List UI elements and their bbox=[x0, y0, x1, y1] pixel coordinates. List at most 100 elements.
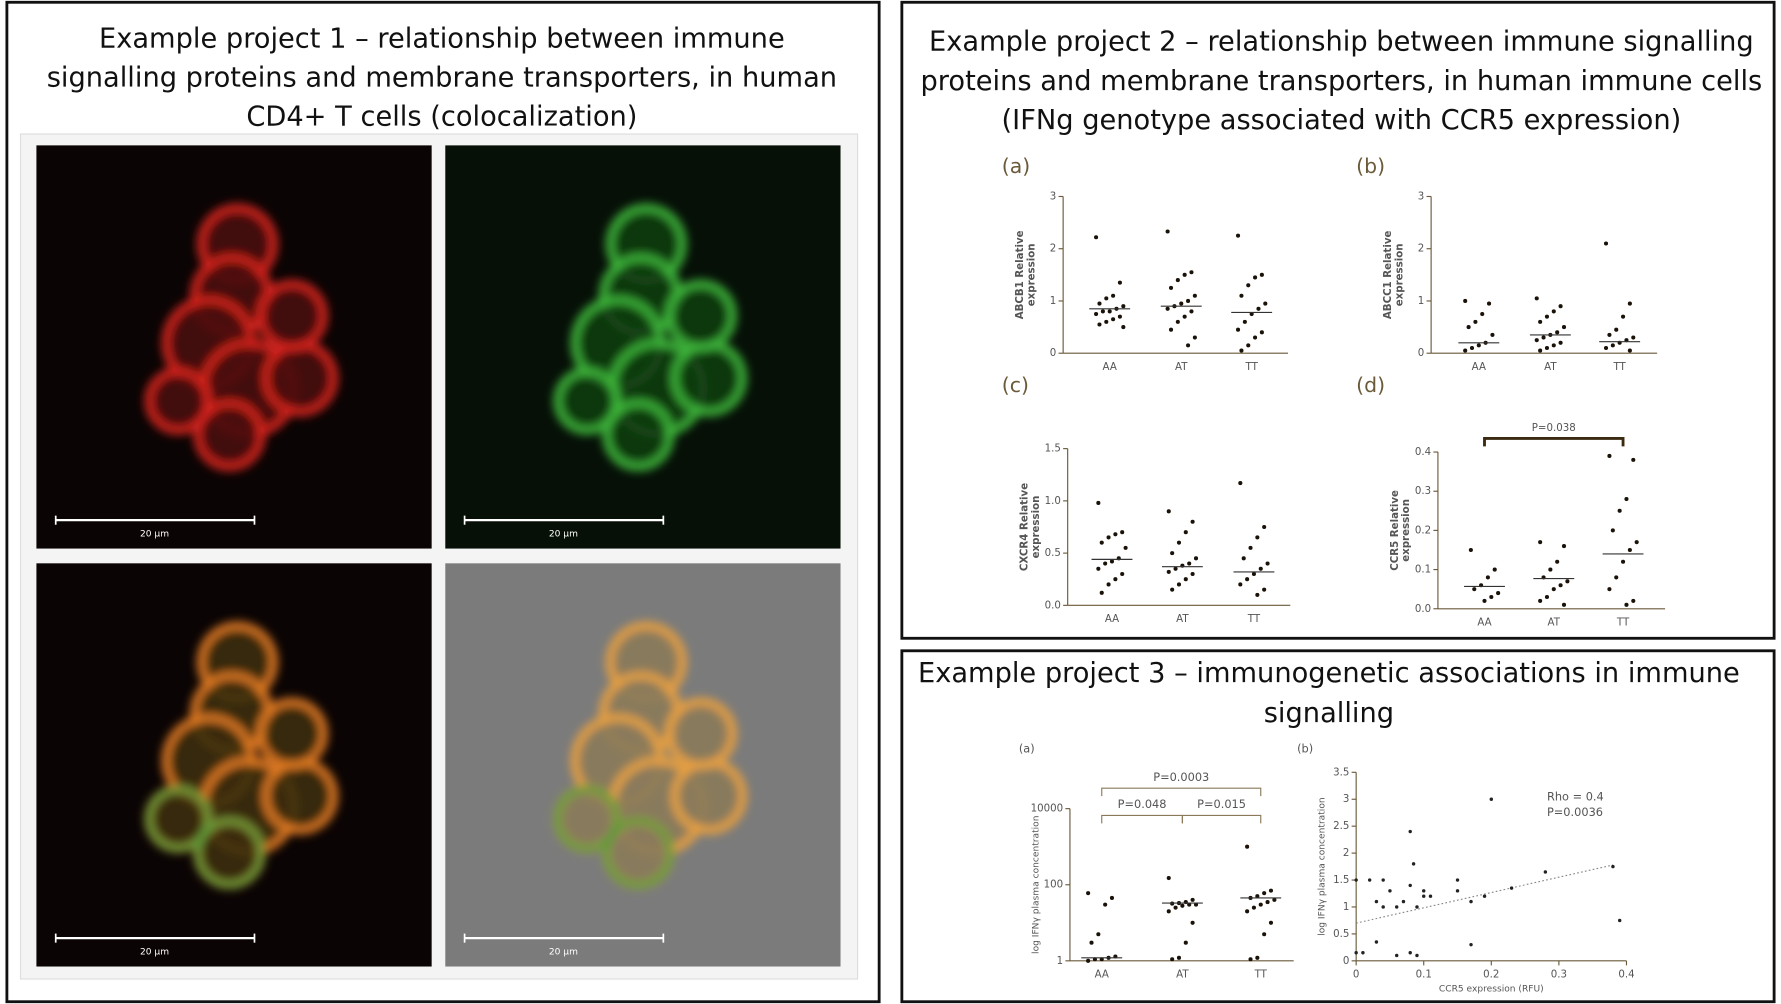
data-point bbox=[1374, 899, 1379, 904]
data-point bbox=[1401, 899, 1406, 904]
y-tick-label: 0.5 bbox=[1333, 929, 1349, 940]
data-point bbox=[1408, 951, 1412, 955]
data-point bbox=[1189, 309, 1194, 314]
x-tick-label: TT bbox=[1247, 614, 1261, 625]
y-axis-label: ABCC1 Relative bbox=[1383, 231, 1394, 320]
x-tick-label: AA bbox=[1103, 362, 1117, 373]
panel-title: Example project 3 – immunogenetic associ… bbox=[918, 658, 1740, 689]
data-point bbox=[1561, 325, 1567, 330]
data-point bbox=[1614, 327, 1619, 332]
data-point bbox=[1492, 567, 1497, 572]
y-tick-label: 1.0 bbox=[1045, 496, 1061, 507]
data-point bbox=[1509, 886, 1514, 890]
data-point bbox=[1189, 270, 1194, 275]
data-point bbox=[1610, 343, 1615, 348]
x-tick-label: TT bbox=[1245, 362, 1259, 373]
y-tick-label: 3 bbox=[1343, 794, 1350, 805]
data-point bbox=[1094, 235, 1099, 240]
data-point bbox=[1120, 571, 1125, 577]
data-point bbox=[1173, 905, 1178, 910]
data-point bbox=[1603, 241, 1609, 246]
data-point bbox=[1555, 559, 1560, 564]
data-point bbox=[1482, 894, 1487, 898]
panel-label: (b) bbox=[1297, 742, 1313, 756]
y-tick-label: 0.0 bbox=[1045, 600, 1061, 611]
data-point bbox=[1631, 598, 1636, 603]
data-point bbox=[1463, 348, 1468, 353]
data-point bbox=[1192, 293, 1197, 298]
y-axis-label: CCR5 Relative bbox=[1390, 490, 1401, 571]
data-point bbox=[1173, 566, 1178, 571]
data-point bbox=[1186, 343, 1191, 348]
data-point bbox=[1538, 598, 1543, 603]
data-point bbox=[1259, 330, 1264, 335]
data-point bbox=[1469, 942, 1473, 947]
x-tick-label: 0.1 bbox=[1416, 969, 1432, 980]
data-point bbox=[1256, 306, 1261, 311]
cell bbox=[670, 757, 748, 835]
data-point bbox=[1473, 319, 1478, 324]
y-tick-label: 1.5 bbox=[1333, 875, 1349, 886]
data-point bbox=[1268, 920, 1274, 925]
data-point bbox=[1094, 311, 1099, 317]
panel-title: signalling proteins and membrane transpo… bbox=[47, 62, 837, 93]
data-point bbox=[1561, 544, 1567, 549]
y-axis-label: ABCB1 Relative bbox=[1015, 230, 1026, 319]
data-point bbox=[1558, 583, 1563, 588]
scale-label: 20 µm bbox=[140, 947, 169, 957]
annotation: P=0.015 bbox=[1197, 797, 1246, 811]
data-point bbox=[1469, 345, 1475, 351]
data-point bbox=[1469, 899, 1473, 904]
data-point bbox=[1123, 545, 1128, 550]
data-point bbox=[1551, 587, 1556, 592]
data-point bbox=[1190, 920, 1195, 925]
data-point bbox=[1565, 579, 1570, 584]
annotation: P=0.038 bbox=[1532, 423, 1576, 434]
y-tick-label: 0 bbox=[1050, 348, 1057, 359]
y-tick-label: 0 bbox=[1343, 956, 1350, 967]
data-point bbox=[1558, 304, 1563, 309]
data-point bbox=[1361, 951, 1365, 955]
data-point bbox=[1182, 314, 1187, 319]
x-tick-label: 0.4 bbox=[1618, 969, 1634, 980]
y-tick-label: 1.5 bbox=[1045, 444, 1061, 455]
data-point bbox=[1183, 530, 1188, 535]
data-point bbox=[1190, 897, 1195, 902]
data-point bbox=[1381, 878, 1385, 882]
significance-bracket bbox=[1181, 814, 1262, 824]
data-point bbox=[1241, 556, 1246, 561]
y-tick-label: 3 bbox=[1050, 191, 1057, 202]
panel-title: CD4+ T cells (colocalization) bbox=[246, 102, 637, 133]
data-point bbox=[1176, 540, 1182, 545]
data-point bbox=[1121, 325, 1126, 330]
data-point bbox=[1109, 559, 1115, 564]
y-tick-label: 0.1 bbox=[1415, 565, 1431, 576]
y-tick-label: 10000 bbox=[1031, 804, 1064, 815]
data-point bbox=[1099, 540, 1104, 545]
x-tick-label: TT bbox=[1612, 362, 1626, 373]
data-point bbox=[1621, 314, 1626, 319]
data-point bbox=[1190, 571, 1195, 577]
data-point bbox=[1538, 319, 1543, 324]
data-point bbox=[1253, 335, 1258, 340]
y-tick-label: 2 bbox=[1343, 848, 1350, 859]
x-tick-label: 0.3 bbox=[1551, 969, 1567, 980]
y-axis-label: expression bbox=[1026, 243, 1037, 306]
cell bbox=[261, 757, 339, 835]
y-axis-label: expression bbox=[1394, 243, 1405, 306]
data-point bbox=[1096, 500, 1101, 505]
data-point bbox=[1463, 298, 1468, 304]
data-point bbox=[1097, 322, 1102, 327]
data-point bbox=[1472, 587, 1477, 592]
y-tick-label: 3 bbox=[1418, 191, 1425, 202]
y-axis-label: expression bbox=[1401, 499, 1412, 562]
data-point bbox=[1183, 940, 1188, 945]
panel-label: (d) bbox=[1356, 373, 1385, 397]
annotation: P=0.0003 bbox=[1153, 770, 1209, 784]
annotation: Rho = 0.4 bbox=[1547, 789, 1604, 803]
y-tick-label: 0.2 bbox=[1415, 525, 1431, 536]
cell bbox=[664, 697, 738, 771]
data-point bbox=[1248, 545, 1253, 550]
data-point bbox=[1621, 559, 1626, 564]
data-point bbox=[1490, 332, 1495, 337]
